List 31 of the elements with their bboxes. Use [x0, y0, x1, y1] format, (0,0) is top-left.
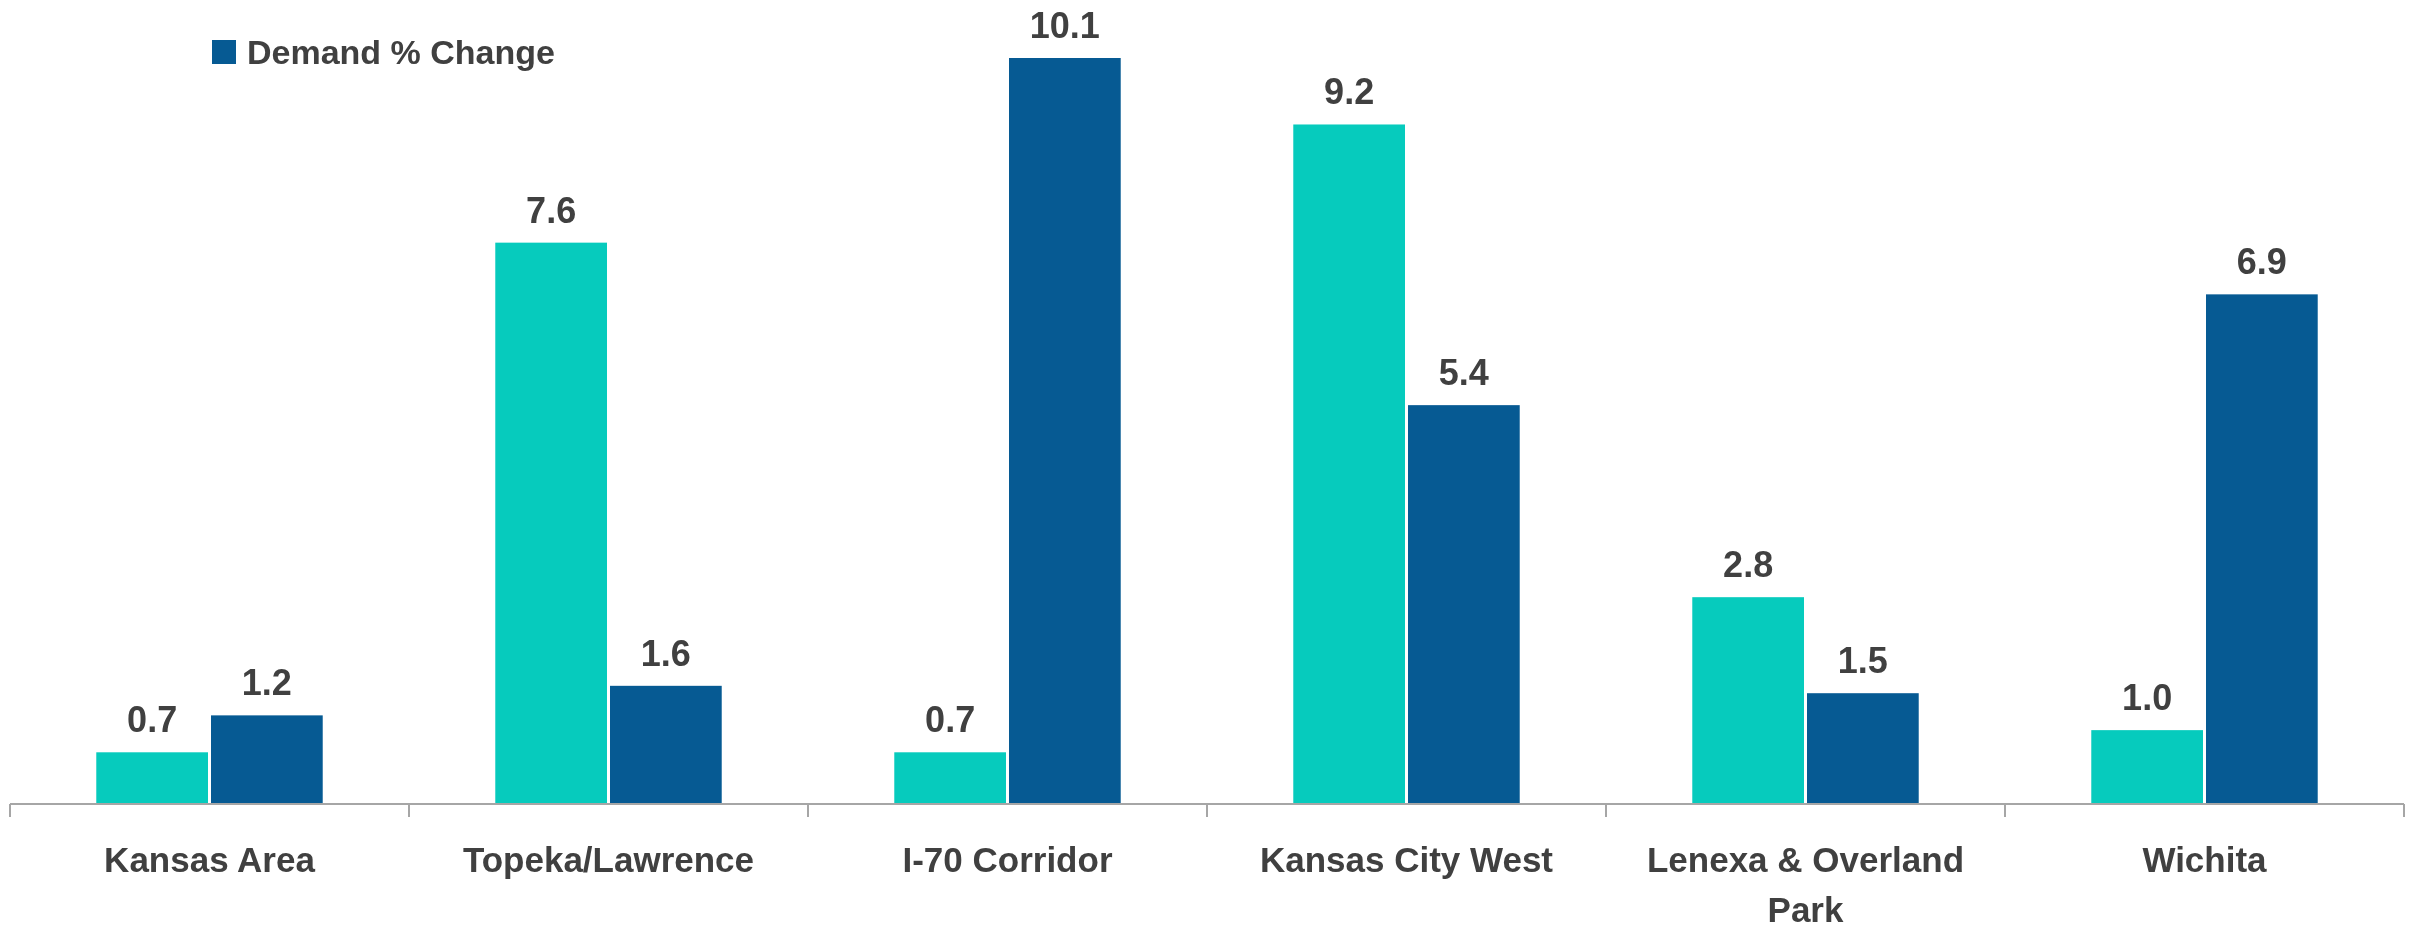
x-tick-label: Lenexa & Overland Park: [1646, 840, 1965, 929]
x-tick-label: Topeka/Lawrence: [462, 840, 755, 879]
bar: [1009, 58, 1121, 804]
legend-label: Demand % Change: [247, 33, 555, 71]
data-label: 9.2: [1324, 71, 1375, 113]
data-label: 1.2: [241, 662, 292, 704]
x-tick-label: Kansas Area: [104, 840, 316, 879]
bar: [495, 242, 607, 804]
data-label: 1.6: [640, 632, 691, 674]
bar: [2206, 294, 2318, 804]
x-tick-label: I-70 Corridor: [902, 840, 1113, 879]
bar: [211, 715, 323, 804]
data-label: 2.8: [1723, 544, 1774, 586]
bar: [96, 752, 208, 804]
x-tick-label: Kansas City West: [1259, 840, 1554, 879]
data-label: 5.4: [1438, 352, 1489, 394]
bar: [1692, 597, 1804, 804]
bar: [1408, 405, 1520, 804]
data-label: 1.5: [1837, 640, 1888, 682]
data-label: 1.0: [2122, 677, 2173, 719]
data-label: 0.7: [127, 699, 178, 741]
bar: [610, 685, 722, 804]
data-label: 6.9: [2236, 241, 2287, 283]
data-label: 10.1: [1029, 5, 1100, 46]
data-label: 7.6: [526, 189, 577, 231]
bar: [2091, 730, 2203, 804]
bar: [894, 752, 1006, 804]
x-tick-label: Wichita: [2142, 840, 2268, 879]
data-label: 0.7: [925, 699, 976, 741]
bar: [1807, 693, 1919, 804]
bar: [1293, 124, 1405, 804]
